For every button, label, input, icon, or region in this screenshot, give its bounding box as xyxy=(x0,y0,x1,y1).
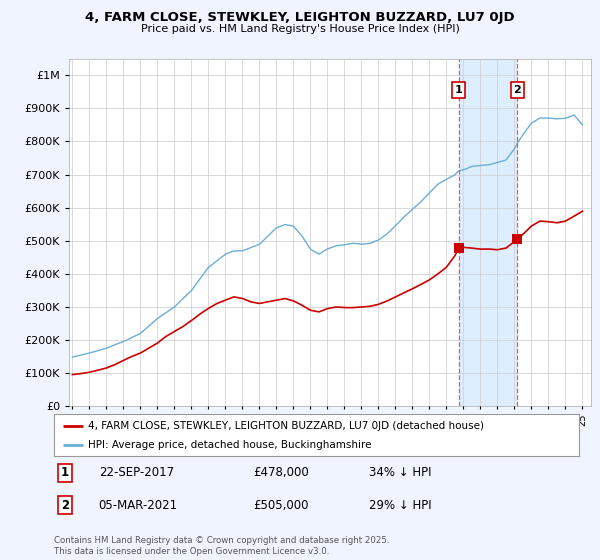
Text: 2: 2 xyxy=(514,85,521,95)
Text: 2: 2 xyxy=(61,499,69,512)
Text: 34% ↓ HPI: 34% ↓ HPI xyxy=(369,466,431,479)
Text: Contains HM Land Registry data © Crown copyright and database right 2025.
This d: Contains HM Land Registry data © Crown c… xyxy=(54,536,389,556)
Text: 22-SEP-2017: 22-SEP-2017 xyxy=(98,466,174,479)
Bar xyxy=(459,59,517,406)
Text: Price paid vs. HM Land Registry's House Price Index (HPI): Price paid vs. HM Land Registry's House … xyxy=(140,24,460,34)
Text: 4, FARM CLOSE, STEWKLEY, LEIGHTON BUZZARD, LU7 0JD: 4, FARM CLOSE, STEWKLEY, LEIGHTON BUZZAR… xyxy=(85,11,515,24)
Text: 1: 1 xyxy=(455,85,463,95)
Text: 1: 1 xyxy=(61,466,69,479)
Text: 05-MAR-2021: 05-MAR-2021 xyxy=(98,499,178,512)
Text: £478,000: £478,000 xyxy=(254,466,309,479)
Text: 29% ↓ HPI: 29% ↓ HPI xyxy=(369,499,431,512)
Text: 4, FARM CLOSE, STEWKLEY, LEIGHTON BUZZARD, LU7 0JD (detached house): 4, FARM CLOSE, STEWKLEY, LEIGHTON BUZZAR… xyxy=(88,421,484,431)
Text: HPI: Average price, detached house, Buckinghamshire: HPI: Average price, detached house, Buck… xyxy=(88,440,371,450)
Text: £505,000: £505,000 xyxy=(254,499,309,512)
